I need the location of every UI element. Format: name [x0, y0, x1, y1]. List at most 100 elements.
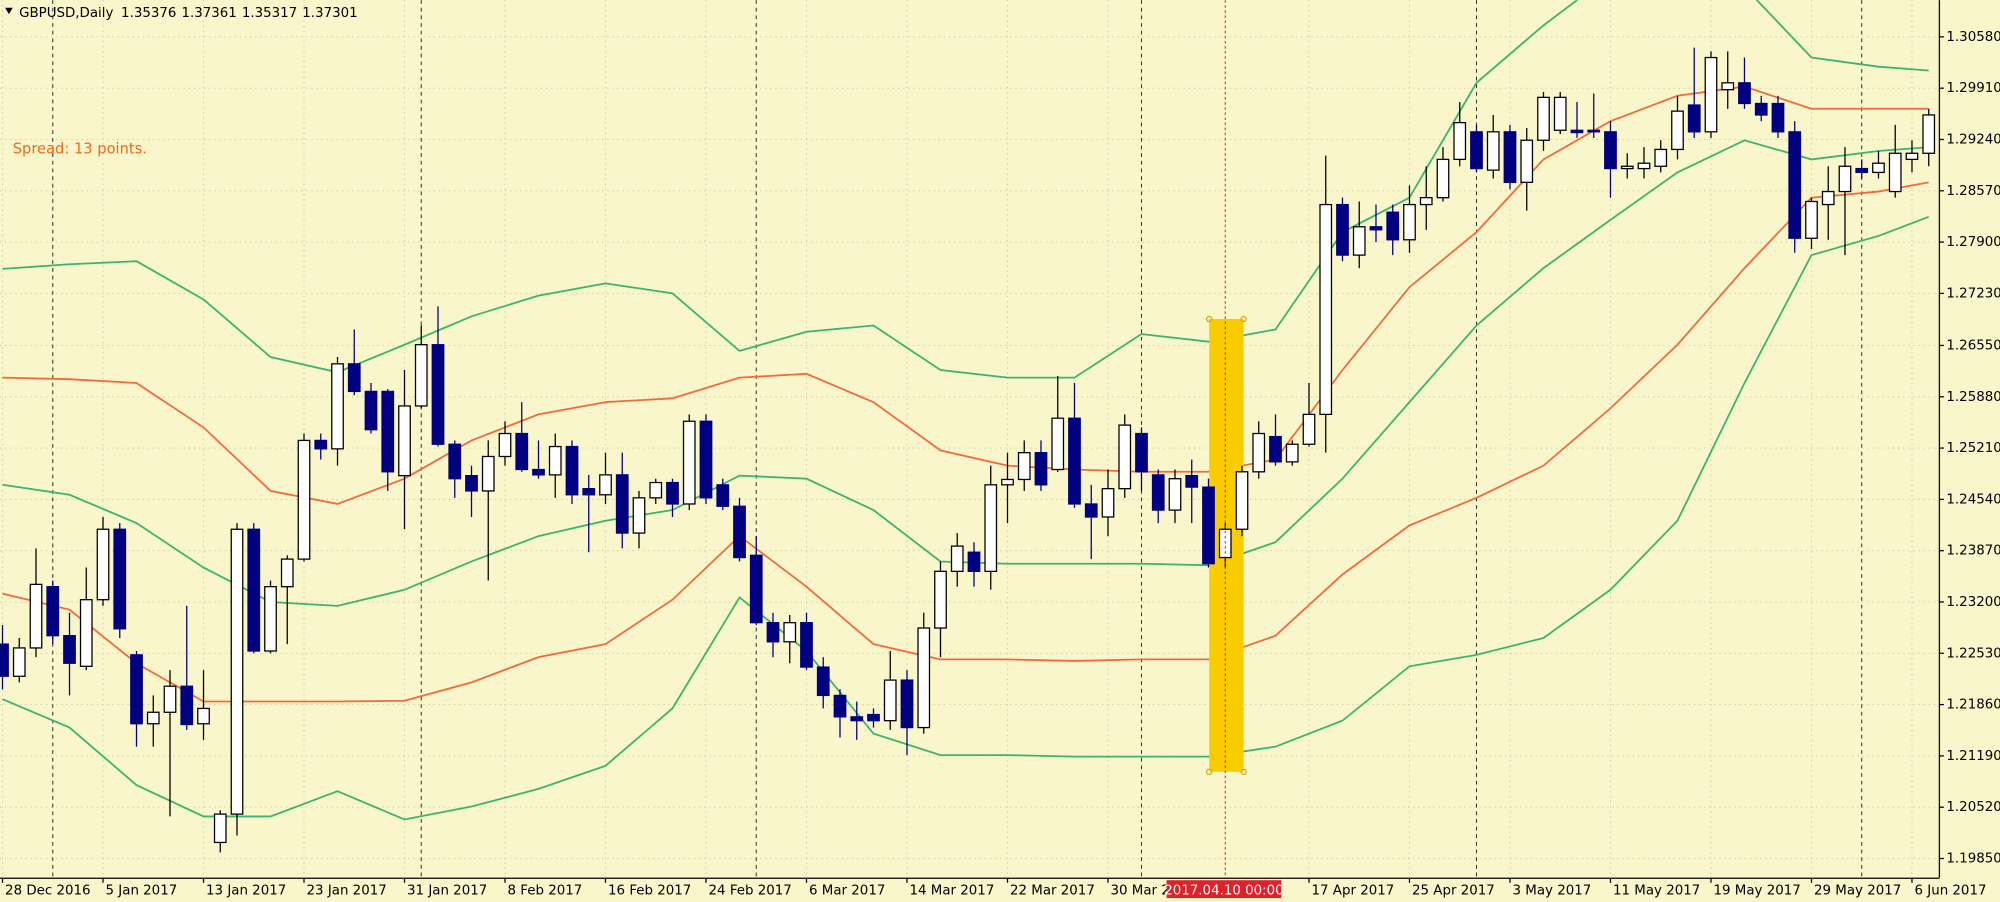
header-open: 1.35376 [121, 6, 176, 21]
candle-body [96, 528, 110, 601]
candle-body [498, 432, 512, 458]
candle-body [1336, 203, 1349, 256]
y-tick-label: 1.25210 [1946, 441, 2000, 456]
header: GBPUSD,Daily 1.35376 1.37361 1.35317 1.37301 [5, 6, 358, 21]
candle-body [113, 528, 127, 630]
candle-body [448, 443, 462, 480]
candle-body [197, 707, 210, 725]
handle [1205, 315, 1213, 323]
candle-body [1537, 96, 1550, 141]
y-tick-label: 1.27230 [1946, 286, 2000, 301]
spread-annotation: Spread: 13 points. [13, 140, 147, 157]
x-tick-label: 14 Mar 2017 [910, 883, 995, 898]
candle-body [163, 685, 177, 713]
candles [0, 0, 1936, 878]
candle-body [984, 484, 998, 572]
candle-body [280, 558, 294, 588]
y-tick-label: 1.25880 [1946, 390, 2000, 405]
candle-body [297, 439, 311, 560]
candle-body [582, 488, 596, 496]
candle-body [1202, 486, 1215, 565]
y-tick-label: 1.21190 [1946, 749, 2000, 764]
header-close: 1.37301 [302, 6, 357, 21]
y-tick-label: 1.29240 [1946, 132, 2000, 147]
candle-body [1034, 452, 1048, 486]
x-tick-label: 29 May 2017 [1814, 883, 1901, 898]
y-tick-label: 1.22530 [1946, 646, 2000, 661]
candle-body [1068, 417, 1081, 505]
candle-body [180, 685, 194, 726]
y-tick-label: 1.27900 [1946, 235, 2000, 250]
candle-body [900, 679, 914, 729]
candle-body [465, 475, 478, 492]
x-tick-label: 25 Apr 2017 [1412, 883, 1495, 898]
candle-body [1185, 475, 1199, 488]
candle-body [1838, 165, 1852, 193]
candle-body [515, 432, 529, 471]
crosshair-label-box [1166, 880, 1282, 899]
symbol-title: GBPUSD,Daily [19, 6, 113, 21]
y-tick-label: 1.20520 [1946, 800, 2000, 815]
candle-body [1386, 211, 1400, 241]
candle-body [1168, 478, 1182, 511]
candle-body [1051, 417, 1065, 471]
candle-body [1084, 503, 1098, 518]
candle-body [46, 586, 60, 637]
candle-body [1135, 432, 1148, 473]
candle-body [146, 711, 160, 725]
handle [1240, 315, 1247, 323]
candle-body [917, 627, 931, 729]
candle-body [1436, 158, 1450, 199]
candle-body [883, 679, 897, 722]
candle-body [733, 505, 746, 559]
candle-body [230, 528, 244, 815]
candle-body [1352, 226, 1366, 256]
header-icon [5, 7, 13, 15]
candle-body [816, 666, 830, 697]
y-tick-label: 1.23200 [1946, 595, 2000, 610]
candle-body [12, 647, 26, 677]
candle-body [431, 344, 445, 445]
y-tick-label: 1.29910 [1946, 81, 2000, 96]
candle-body [548, 445, 562, 476]
x-tick-label: 11 May 2017 [1613, 883, 1700, 898]
x-tick-label: 28 Dec 2016 [5, 883, 90, 898]
candle-body [934, 570, 947, 629]
candle-body [1922, 114, 1936, 154]
candle-body [1872, 162, 1885, 174]
candle-body [79, 599, 93, 667]
candle-body [213, 813, 227, 844]
candle-body [1620, 165, 1634, 170]
candle-body [766, 622, 780, 643]
candle-body [1470, 131, 1483, 170]
candle-body [1453, 121, 1467, 161]
candle-body [1118, 424, 1132, 490]
candle-body [1235, 471, 1249, 530]
x-tick-label: 3 May 2017 [1513, 883, 1592, 898]
x-tick-label: 8 Feb 2017 [508, 883, 583, 898]
candle-body [130, 654, 143, 725]
candle-body [716, 484, 730, 507]
candle-body [0, 643, 9, 677]
band-line [2, 215, 1930, 821]
x-tick-label: 19 May 2017 [1714, 883, 1801, 898]
candle-body [632, 497, 646, 534]
candle-body [1855, 167, 1869, 174]
band-line [2, 0, 1929, 379]
candle-body [347, 363, 361, 393]
candle-body [1754, 102, 1768, 116]
x-tick-label: 6 Jun 2017 [1915, 883, 1987, 898]
header-low: 1.35317 [242, 6, 297, 21]
candle-body [314, 439, 328, 450]
candle-body [331, 363, 344, 450]
candle-body [615, 474, 629, 534]
candle-body [699, 420, 713, 499]
candle-body [1486, 131, 1500, 171]
candle-body [381, 390, 395, 473]
candle-body [1553, 96, 1567, 131]
candle-body [1788, 131, 1802, 239]
y-tick-label: 1.23870 [1946, 544, 2000, 559]
candle-body [967, 551, 981, 572]
candle-body [1252, 432, 1266, 473]
